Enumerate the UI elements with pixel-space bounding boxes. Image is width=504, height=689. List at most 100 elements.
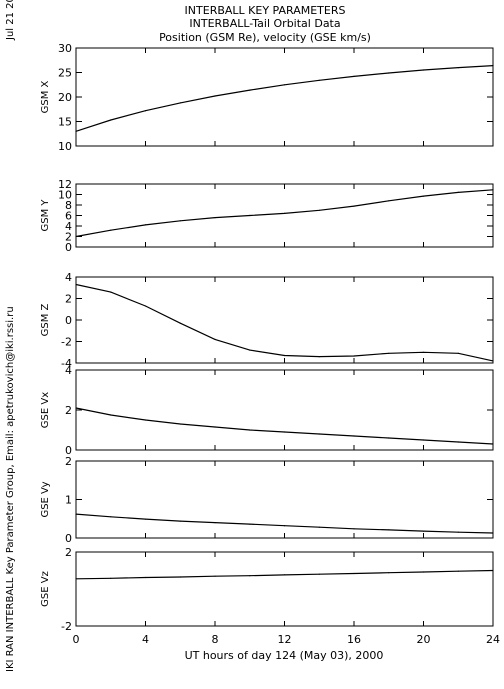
y-tick-label-gsm-x-0: 10 — [58, 140, 72, 153]
data-point-gsm-y-10 — [422, 195, 425, 197]
data-point-gsm-z-11 — [457, 352, 459, 354]
data-point-gse-vx-10 — [422, 439, 425, 441]
y-tick-label-gsm-y-2: 4 — [65, 220, 72, 233]
data-point-gse-vx-6 — [283, 431, 286, 433]
y-tick-label-gsm-y-0: 0 — [65, 241, 72, 254]
date-label: Jul 21 2000 — [5, 0, 16, 41]
y-tick-label-gsm-y-3: 6 — [65, 210, 72, 223]
y-axis-label-gsm-z: GSM Z — [40, 303, 51, 336]
series-line-gsm-z — [75, 283, 494, 362]
data-point-gsm-z-4 — [214, 338, 216, 340]
data-point-gsm-x-7 — [318, 79, 320, 81]
y-tick-label-gse-vx-2: 4 — [65, 364, 72, 377]
data-point-gse-vz-12 — [492, 569, 494, 572]
x-tick-label-3: 12 — [278, 633, 292, 646]
y-tick-label-gsm-y-1: 2 — [65, 231, 72, 244]
data-point-gse-vy-3 — [179, 520, 181, 522]
data-point-gse-vy-11 — [457, 531, 459, 533]
data-point-gsm-y-3 — [179, 220, 181, 222]
data-point-gse-vx-5 — [249, 429, 251, 431]
data-point-gsm-z-12 — [492, 360, 494, 362]
data-point-gsm-x-4 — [214, 95, 216, 97]
series-line-gse-vy — [75, 513, 494, 534]
y-axis-label-gsm-x: GSM X — [40, 80, 51, 113]
panel-frame-gsm-z — [75, 276, 494, 364]
y-tick-label-gse-vz-0: -2 — [61, 620, 72, 633]
data-point-gsm-y-0 — [75, 235, 77, 238]
credit-label: IKI RAN INTERBALL Key Parameter Group, E… — [5, 306, 16, 672]
panel-frame-gse-vx — [75, 369, 494, 451]
data-point-gsm-y-4 — [214, 217, 216, 219]
chart-title-line-3: Position (GSM Re), velocity (GSE km/s) — [159, 31, 371, 44]
data-point-gse-vz-1 — [110, 577, 112, 579]
data-point-gse-vz-6 — [283, 574, 286, 576]
data-point-gsm-x-3 — [179, 102, 181, 104]
data-point-gsm-x-1 — [110, 119, 112, 121]
y-axis-label-gse-vz: GSE Vz — [40, 571, 51, 607]
data-point-gsm-x-12 — [492, 65, 494, 67]
data-point-gsm-z-6 — [283, 354, 286, 357]
data-point-gse-vz-2 — [144, 576, 147, 579]
x-tick-label-0: 0 — [73, 633, 80, 646]
data-point-gsm-y-9 — [388, 200, 390, 202]
data-point-gse-vy-4 — [214, 522, 216, 524]
data-point-gse-vz-11 — [457, 570, 459, 572]
y-tick-label-gsm-y-4: 8 — [65, 199, 72, 212]
y-tick-label-gsm-z-4: 4 — [65, 271, 72, 284]
data-point-gsm-x-11 — [457, 67, 459, 69]
data-point-gsm-z-1 — [110, 291, 112, 293]
data-point-gse-vx-11 — [457, 441, 459, 443]
y-axis-label-gse-vx: GSE Vx — [40, 392, 51, 428]
data-point-gse-vx-7 — [318, 433, 320, 435]
y-tick-label-gsm-x-2: 20 — [58, 91, 72, 104]
panel-frame-gse-vy — [75, 460, 494, 539]
series-line-gsm-x — [75, 65, 494, 132]
panel-frame-gsm-y — [75, 183, 494, 248]
data-point-gsm-x-9 — [388, 72, 390, 74]
y-axis-label-gsm-y: GSM Y — [40, 199, 51, 232]
data-point-gse-vy-6 — [283, 525, 286, 527]
y-tick-label-gsm-z-1: -2 — [61, 336, 72, 349]
data-point-gse-vy-10 — [422, 530, 425, 532]
x-tick-label-6: 24 — [486, 633, 500, 646]
data-point-gsm-z-2 — [144, 305, 147, 307]
chart-title-line-1: INTERBALL KEY PARAMETERS — [185, 4, 346, 17]
data-point-gse-vx-9 — [388, 437, 390, 439]
y-tick-label-gse-vy-1: 1 — [65, 494, 72, 507]
data-point-gse-vz-9 — [388, 572, 390, 574]
data-point-gsm-y-7 — [318, 209, 320, 211]
y-tick-label-gsm-y-6: 12 — [58, 178, 72, 191]
data-point-gse-vy-1 — [110, 516, 112, 518]
chart-title-line-2: INTERBALL-Tail Orbital Data — [189, 17, 340, 30]
data-point-gse-vx-3 — [179, 423, 181, 425]
data-point-gsm-x-2 — [144, 110, 147, 112]
panel-frame-gse-vz — [75, 551, 494, 627]
data-point-gsm-z-10 — [422, 351, 425, 353]
data-point-gse-vz-3 — [179, 576, 181, 578]
data-point-gsm-z-7 — [318, 356, 320, 358]
data-point-gsm-z-8 — [353, 355, 355, 357]
data-point-gsm-y-5 — [249, 214, 251, 217]
data-point-gse-vx-8 — [353, 435, 355, 437]
data-point-gsm-z-9 — [388, 352, 390, 354]
data-point-gse-vz-8 — [353, 572, 355, 575]
data-point-gse-vz-7 — [318, 573, 320, 575]
data-point-gse-vy-0 — [75, 513, 77, 515]
data-point-gsm-x-10 — [422, 69, 425, 71]
panel-frame-gsm-x — [75, 47, 494, 147]
y-tick-label-gsm-x-3: 25 — [58, 67, 72, 80]
data-point-gse-vy-8 — [353, 528, 355, 530]
data-point-gse-vx-12 — [492, 443, 494, 445]
data-point-gse-vz-4 — [214, 575, 216, 577]
data-point-gsm-x-8 — [353, 75, 355, 77]
data-point-gse-vy-2 — [144, 518, 147, 520]
data-point-gsm-y-11 — [457, 191, 459, 193]
y-tick-label-gsm-x-4: 30 — [58, 42, 72, 55]
data-point-gsm-z-3 — [179, 322, 181, 324]
y-tick-label-gse-vy-2: 2 — [65, 455, 72, 468]
data-point-gse-vx-4 — [214, 426, 216, 428]
data-point-gse-vx-1 — [110, 414, 112, 416]
y-tick-label-gsm-y-5: 10 — [58, 189, 72, 202]
